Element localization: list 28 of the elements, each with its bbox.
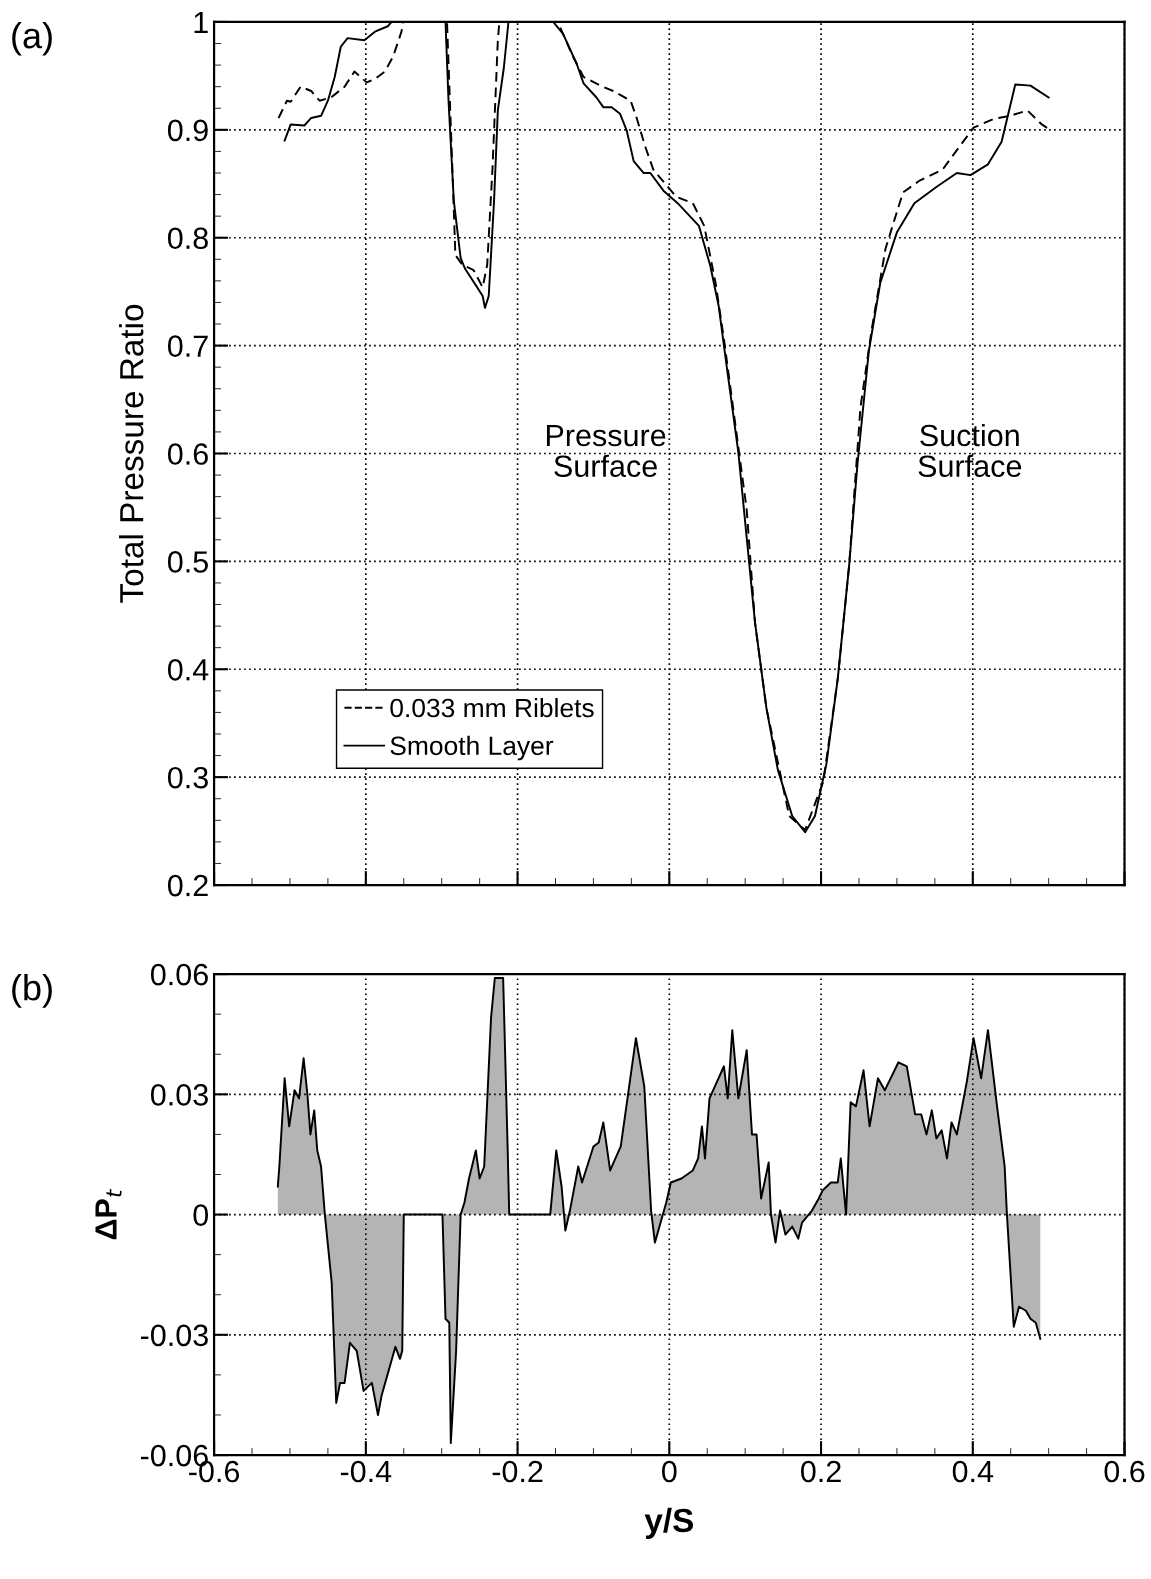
legend-label: 0.033 mm Riblets xyxy=(390,697,594,718)
y-tick-label: 1 xyxy=(194,12,208,34)
y-tick-label: 0.7 xyxy=(167,335,208,357)
x-tick-label: 0.4 xyxy=(952,1460,994,1483)
y-tick-label: 0.2 xyxy=(167,874,208,897)
x-tick-label: 0.6 xyxy=(1104,1460,1145,1483)
y-tick-label: 0.6 xyxy=(167,443,208,465)
y-tick-label: 0.5 xyxy=(167,551,208,573)
y-tick-label: 0.9 xyxy=(167,119,208,142)
x-axis-title: y/S xyxy=(644,1507,694,1539)
y-axis-title: ΔP$_{t}$ xyxy=(95,1188,122,1240)
y-axis-title: Total Pressure Ratio xyxy=(119,304,144,603)
text: (a) xyxy=(12,21,52,56)
y-tick-label: -0.03 xyxy=(140,1324,208,1347)
x-tick-label: 0 xyxy=(662,1460,677,1483)
annotation: Pressure Surface xyxy=(546,425,666,478)
y-tick-label: 0.8 xyxy=(167,227,208,250)
legend-label: Smooth Layer xyxy=(390,735,554,761)
y-tick-label: 0.4 xyxy=(167,658,209,681)
y-tick-label: 0 xyxy=(193,1204,209,1226)
y-tick-label: 0.03 xyxy=(150,1084,208,1106)
x-tick-label: -0.2 xyxy=(492,1460,543,1483)
y-tick-label: 0.06 xyxy=(150,963,208,986)
annotation: Suction Surface xyxy=(918,423,1022,478)
y-tick-label: 0.3 xyxy=(167,766,208,789)
text: (b) xyxy=(12,974,52,1008)
x-tick-label: 0.2 xyxy=(801,1460,841,1483)
x-tick-label: -0.4 xyxy=(340,1460,392,1483)
